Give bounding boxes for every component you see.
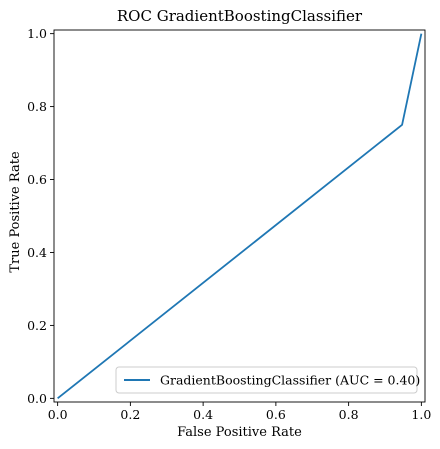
plot-frame (53, 29, 426, 403)
legend: GradientBoostingClassifier (AUC = 0.40) (115, 366, 420, 394)
legend-label: GradientBoostingClassifier (AUC = 0.40) (160, 373, 420, 388)
legend-box (115, 366, 418, 394)
x-tick-label: 0.6 (266, 407, 286, 422)
y-tick-label: 0.8 (27, 99, 47, 114)
y-axis-ticks: 0.0 0.2 0.4 0.6 0.8 1.0 (27, 26, 54, 406)
plot-area (53, 29, 426, 403)
x-tick-label: 0.0 (48, 407, 68, 422)
x-axis-ticks: 0.0 0.2 0.4 0.6 0.8 1.0 (48, 402, 431, 422)
series-layer (57, 33, 423, 400)
x-tick-label: 0.4 (193, 407, 213, 422)
chart-title: ROC GradientBoostingClassifier (117, 7, 363, 25)
y-tick-label: 0.6 (27, 172, 47, 187)
x-axis-label: False Positive Rate (177, 425, 302, 440)
x-tick-label: 1.0 (411, 407, 431, 422)
y-tick-label: 1.0 (27, 26, 47, 41)
y-tick-label: 0.2 (27, 318, 47, 333)
roc-curve-line (57, 33, 423, 400)
y-tick-label: 0.4 (27, 245, 47, 260)
y-axis-label: True Positive Rate (8, 151, 23, 273)
x-tick-label: 0.2 (120, 407, 140, 422)
y-tick-label: 0.0 (27, 391, 47, 406)
x-tick-label: 0.8 (339, 407, 359, 422)
